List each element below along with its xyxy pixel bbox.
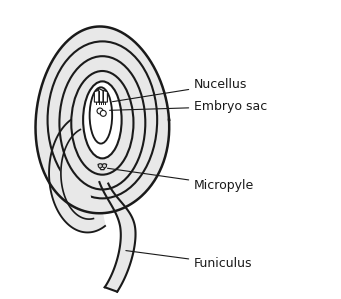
- Ellipse shape: [71, 71, 133, 175]
- Circle shape: [98, 164, 102, 168]
- Polygon shape: [100, 182, 135, 292]
- Ellipse shape: [47, 41, 157, 198]
- Ellipse shape: [90, 87, 112, 144]
- Text: Embryo sac: Embryo sac: [109, 100, 267, 113]
- Polygon shape: [98, 164, 107, 170]
- Text: Funiculus: Funiculus: [126, 251, 253, 270]
- Polygon shape: [94, 90, 99, 102]
- Text: Micropyle: Micropyle: [107, 168, 254, 192]
- Polygon shape: [61, 129, 93, 219]
- Polygon shape: [49, 115, 105, 232]
- Circle shape: [100, 110, 106, 116]
- Polygon shape: [103, 90, 107, 102]
- Polygon shape: [35, 27, 169, 213]
- Ellipse shape: [83, 81, 122, 158]
- Text: Nucellus: Nucellus: [113, 78, 248, 102]
- Circle shape: [102, 164, 106, 168]
- Ellipse shape: [59, 56, 145, 190]
- Circle shape: [97, 108, 103, 114]
- Polygon shape: [95, 89, 105, 102]
